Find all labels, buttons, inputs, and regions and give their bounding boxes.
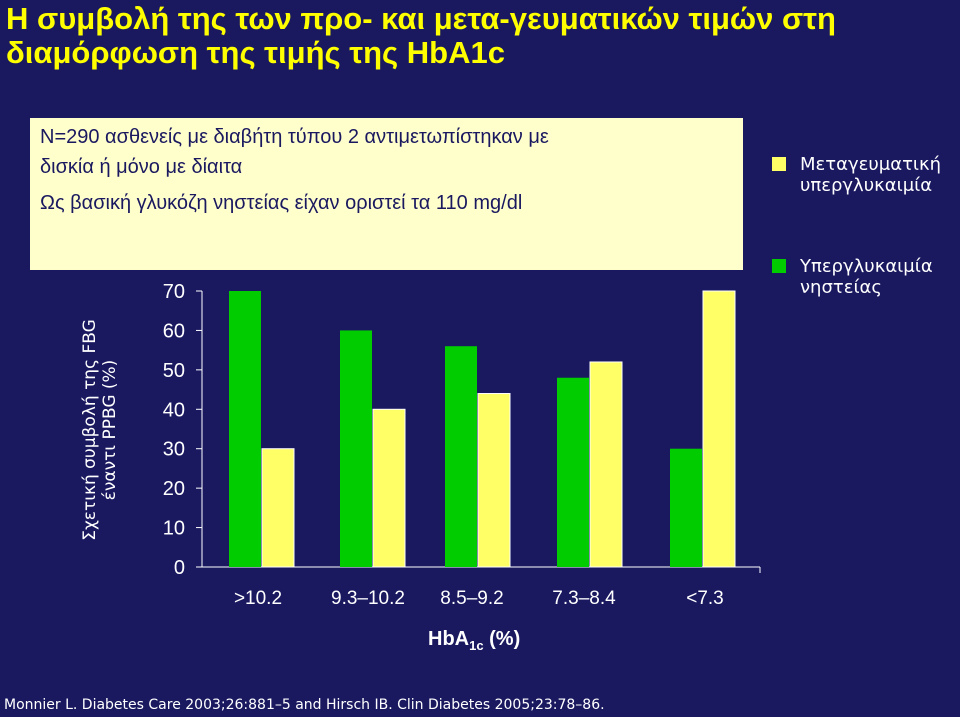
- x-tick-label: 9.3–10.2: [331, 588, 405, 609]
- x-tick-label: <7.3: [686, 588, 724, 609]
- info-line-3: Ως βασική γλυκόζη νηστείας είχαν οριστεί…: [40, 192, 523, 214]
- bar-fbg: [670, 448, 702, 567]
- legend-label-ppbg: Μεταγευματική υπεργλυκαιμία: [800, 154, 942, 196]
- y-tick-label: 0: [174, 557, 185, 579]
- bar-ppbg: [477, 393, 511, 568]
- y-tick-label: 40: [163, 399, 185, 421]
- x-tick-label: 7.3–8.4: [552, 588, 616, 609]
- slide-title: Η συμβολή της των προ- και μετα-γευματικ…: [6, 1, 836, 70]
- bar-ppbg: [589, 361, 623, 568]
- y-axis: 0 10 20 30 40 50 60 70: [163, 281, 203, 579]
- bar-ppbg: [261, 448, 295, 568]
- y-tick-label: 30: [163, 439, 185, 461]
- legend-swatch-fbg: [772, 259, 786, 273]
- bar-ppbg: [372, 408, 406, 568]
- bar-fbg: [557, 377, 589, 567]
- bar-fbg: [229, 291, 261, 567]
- x-axis-label: HbA1c (%): [428, 628, 521, 653]
- y-tick-label: 20: [163, 478, 185, 500]
- bar-fbg: [445, 346, 477, 567]
- bar-fbg: [340, 330, 372, 567]
- info-line-2: δισκία ή μόνο με δίαιτα: [40, 156, 243, 178]
- legend-label-fbg: Υπεργλυκαιμία νηστείας: [800, 256, 933, 298]
- citation: Monnier L. Diabetes Care 2003;26:881–5 a…: [4, 697, 605, 713]
- study-info-box: N=290 ασθενείς με διαβήτη τύπου 2 αντιμε…: [30, 118, 743, 270]
- y-tick-label: 50: [163, 360, 185, 382]
- bar-ppbg: [702, 290, 736, 568]
- legend-swatch-ppbg: [772, 157, 786, 171]
- bar-group: [229, 290, 736, 568]
- x-axis: >10.2 9.3–10.2 8.5–9.2 7.3–8.4 <7.3: [202, 566, 761, 609]
- y-tick-label: 70: [163, 281, 185, 303]
- y-tick-label: 10: [163, 518, 185, 540]
- info-line-1: N=290 ασθενείς με διαβήτη τύπου 2 αντιμε…: [40, 126, 549, 148]
- x-tick-label: 8.5–9.2: [440, 588, 503, 609]
- x-tick-label: >10.2: [234, 588, 282, 609]
- y-tick-label: 60: [163, 320, 185, 342]
